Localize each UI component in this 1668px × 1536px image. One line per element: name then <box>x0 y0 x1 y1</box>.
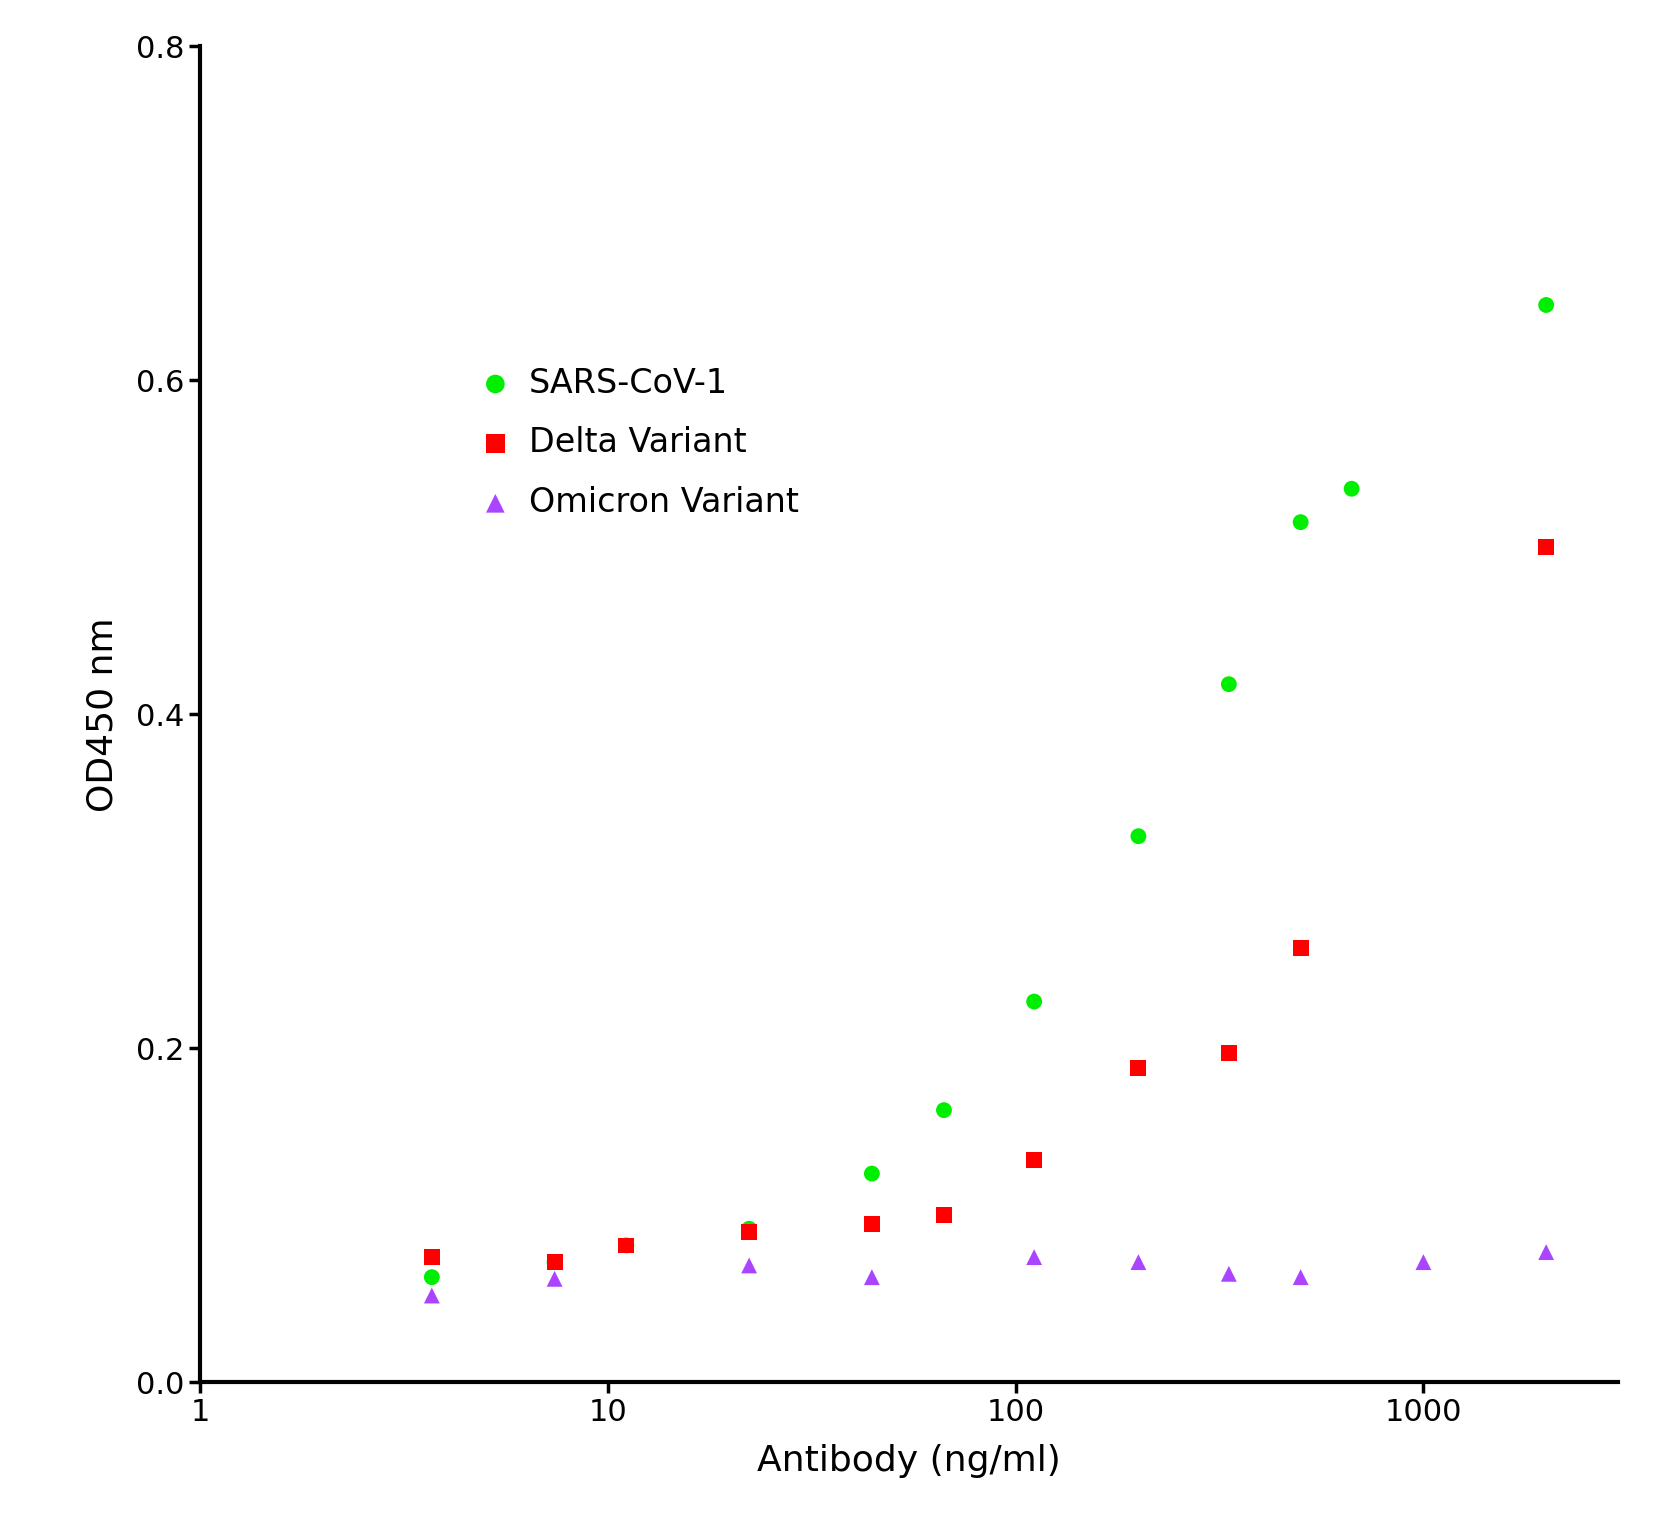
Omicron Variant <box>859 1264 886 1289</box>
Omicron Variant <box>736 1253 762 1278</box>
SARS-CoV-1 <box>1288 510 1314 535</box>
Omicron Variant <box>1533 1240 1560 1264</box>
X-axis label: Antibody (ng/ml): Antibody (ng/ml) <box>757 1444 1061 1478</box>
SARS-CoV-1 <box>1338 476 1364 501</box>
Omicron Variant <box>1409 1250 1436 1275</box>
Delta Variant <box>1216 1041 1243 1066</box>
Omicron Variant <box>1288 1264 1314 1289</box>
SARS-CoV-1 <box>736 1217 762 1241</box>
SARS-CoV-1 <box>419 1264 445 1289</box>
Delta Variant <box>1021 1147 1048 1172</box>
Delta Variant <box>419 1244 445 1269</box>
Delta Variant <box>931 1203 957 1227</box>
SARS-CoV-1 <box>614 1233 641 1258</box>
Delta Variant <box>540 1250 567 1275</box>
Delta Variant <box>1288 935 1314 960</box>
Delta Variant <box>859 1212 886 1236</box>
Omicron Variant <box>419 1283 445 1307</box>
Delta Variant <box>736 1220 762 1244</box>
SARS-CoV-1 <box>540 1250 567 1275</box>
Legend: SARS-CoV-1, Delta Variant, Omicron Variant: SARS-CoV-1, Delta Variant, Omicron Varia… <box>472 356 809 528</box>
Delta Variant <box>1533 535 1560 559</box>
SARS-CoV-1 <box>1216 671 1243 696</box>
Delta Variant <box>614 1233 641 1258</box>
SARS-CoV-1 <box>1021 989 1048 1014</box>
Delta Variant <box>1124 1057 1151 1081</box>
Y-axis label: OD450 nm: OD450 nm <box>85 617 118 811</box>
Omicron Variant <box>1021 1244 1048 1269</box>
Omicron Variant <box>1216 1261 1243 1286</box>
SARS-CoV-1 <box>931 1098 957 1123</box>
Omicron Variant <box>540 1267 567 1292</box>
SARS-CoV-1 <box>1533 293 1560 318</box>
SARS-CoV-1 <box>1124 823 1151 848</box>
Omicron Variant <box>1124 1250 1151 1275</box>
SARS-CoV-1 <box>859 1161 886 1186</box>
